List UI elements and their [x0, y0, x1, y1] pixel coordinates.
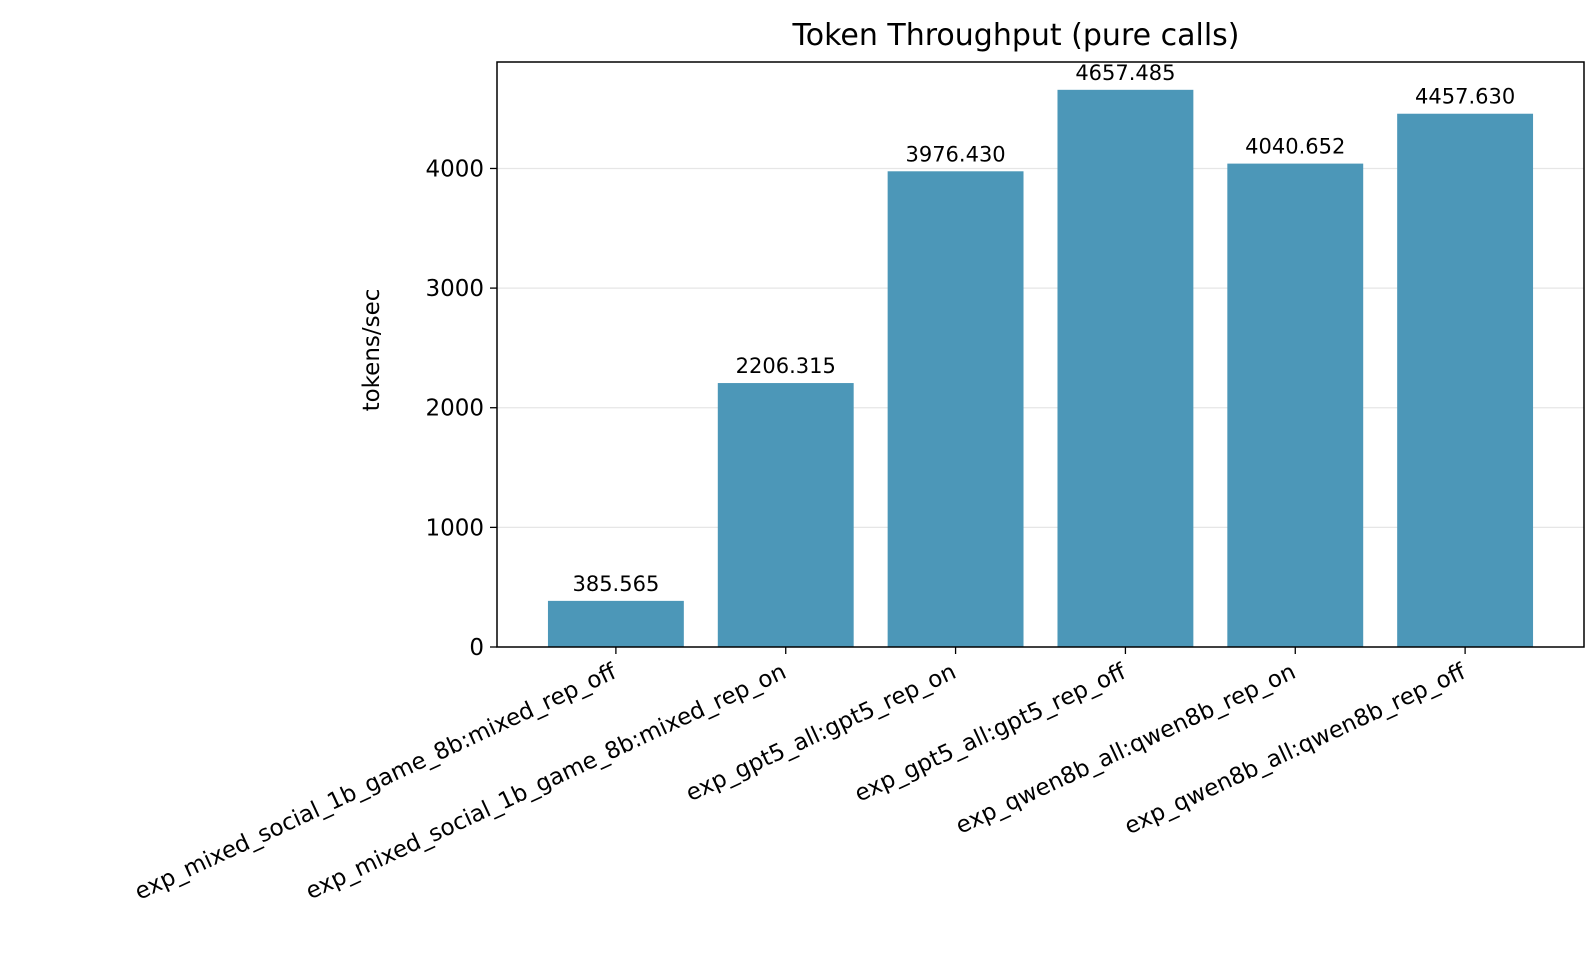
bar-value-labels: 385.565 2206.315 3976.430 4657.485 4040.652 4…	[572, 61, 1515, 596]
bar	[887, 171, 1024, 647]
chart-title: Token Throughput (pure calls)	[792, 18, 1240, 53]
y-tick-label: 3000	[425, 276, 484, 302]
y-axis-label: tokens/sec	[359, 289, 385, 412]
bar-value-label: 2206.315	[736, 354, 836, 378]
plot-frame	[496, 61, 1585, 648]
y-tick-label: 4000	[425, 156, 484, 182]
bars	[547, 89, 1534, 648]
y-tick-label: 1000	[425, 515, 484, 541]
bar	[717, 383, 854, 647]
bar	[1227, 163, 1364, 647]
bar-value-label: 4040.652	[1245, 135, 1345, 159]
y-tick-label: 2000	[425, 396, 484, 422]
bar-value-label: 3976.430	[905, 142, 1005, 166]
bar	[1057, 89, 1194, 647]
x-tick-label: exp_qwen8b_all:qwen8b_rep_off	[1121, 658, 1471, 840]
bar-value-label: 4457.630	[1415, 85, 1515, 109]
x-tick-label: exp_qwen8b_all:qwen8b_rep_on	[952, 659, 1300, 840]
x-axis-ticks: exp_mixed_social_1b_game_8b:mixed_rep_of…	[131, 647, 1471, 906]
x-tick-label: exp_gpt5_all:gpt5_rep_on	[682, 659, 960, 807]
bar-value-label: 385.565	[572, 572, 659, 596]
bar	[1397, 113, 1534, 648]
bar-value-label: 4657.485	[1075, 61, 1175, 85]
y-tick-label: 0	[469, 635, 484, 661]
bar	[547, 600, 684, 647]
y-axis-ticks: 0 1000 2000 3000 4000	[425, 156, 497, 661]
x-tick-label: exp_gpt5_all:gpt5_rep_off	[851, 658, 1131, 807]
